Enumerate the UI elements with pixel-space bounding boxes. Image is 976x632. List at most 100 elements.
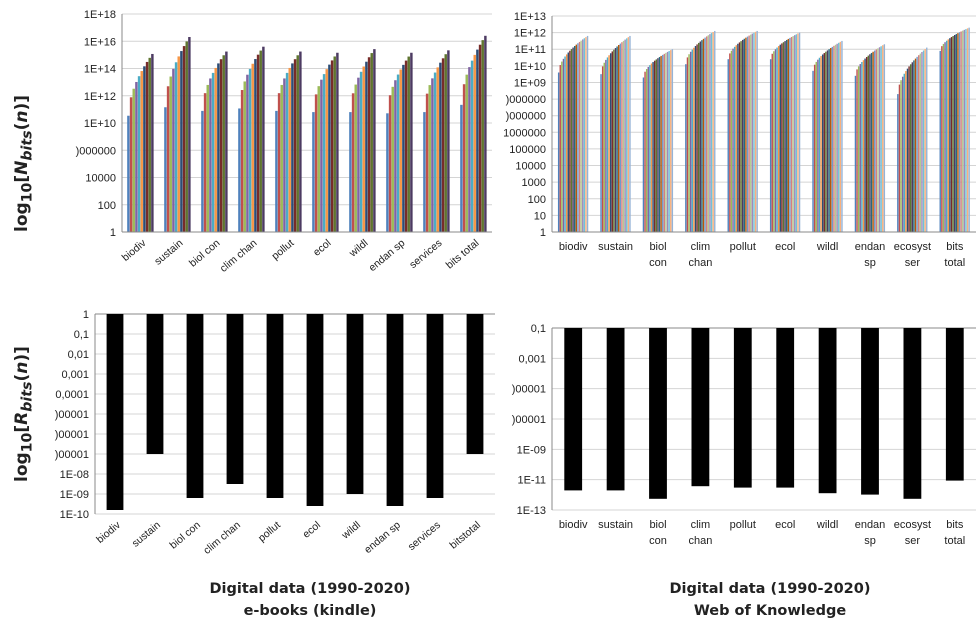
bar-ecosyst-ser <box>905 71 907 232</box>
bar-biol-con <box>655 59 657 232</box>
bar-ecosyst-ser <box>924 49 926 232</box>
y-tick-label: )00001 <box>512 414 546 426</box>
bar-sustain <box>182 46 186 233</box>
y-tick-label: 0,001 <box>518 353 546 365</box>
bar-bits-total <box>944 42 946 233</box>
bar-ecosyst-ser <box>921 52 923 232</box>
x-tick-label: biodiv <box>559 241 588 253</box>
bar-pollut <box>729 53 731 232</box>
bar-ecosyst-ser <box>908 66 910 232</box>
bar-wildl <box>370 53 373 232</box>
bar-biol-con <box>665 52 667 232</box>
bar-biol-con <box>668 51 670 232</box>
bar-biol-con <box>206 84 209 232</box>
y-tick-label: 1E+12 <box>84 91 116 103</box>
bar-pollut <box>285 72 289 232</box>
chart-kindle-ratio-svg: 1E-10 1E-09 1E-08)00001)00001)00001 0,0001 0… <box>55 309 495 557</box>
y-tick-label: )00001 <box>512 384 546 396</box>
bar-biol-con <box>652 62 654 232</box>
bar-endan-sp <box>404 60 408 233</box>
bar-endan-sp <box>861 62 863 233</box>
bar-biodiv <box>586 35 589 232</box>
bar-ecol <box>787 38 790 232</box>
bar-biodiv <box>559 65 561 233</box>
bar-pollut <box>266 314 284 498</box>
bar-biodiv <box>572 47 574 232</box>
bar-biol-con <box>660 55 662 232</box>
bar-sustain <box>185 41 188 233</box>
bar-services <box>428 85 431 233</box>
bar-biol-con <box>217 63 220 232</box>
bar-sustain <box>611 51 613 233</box>
bar-ecol <box>325 69 328 232</box>
bar-sustain <box>606 57 609 232</box>
bar-sustain <box>606 328 625 491</box>
bar-ecosyst-ser <box>926 47 928 232</box>
bar-sustain <box>603 62 605 232</box>
bar-bits-total <box>481 40 484 233</box>
bar-biol-con <box>209 78 212 232</box>
x-tick-label: clim chan <box>218 237 260 275</box>
x-tick-label: ecosyst <box>894 241 931 253</box>
bar-bits-total <box>941 46 943 233</box>
bar-wildl <box>815 61 817 232</box>
bar-pollut <box>275 110 278 232</box>
bar-wildl <box>821 54 824 232</box>
bar-ecosyst-ser <box>922 50 925 232</box>
bar-clim-chan <box>697 42 700 232</box>
y-tick-label: 1E+12 <box>514 28 546 40</box>
bar-biodiv <box>106 314 124 510</box>
y-axis-label-top: log10[Nbits(n)] <box>12 94 36 232</box>
x-tick-label: bits total <box>444 237 482 271</box>
bar-biol-con <box>663 53 666 233</box>
x-tick-label: endan sp <box>362 519 403 556</box>
bar-clim-chan <box>251 63 254 232</box>
bar-pollut <box>740 41 742 233</box>
y-tick-label: )000000 <box>506 111 546 123</box>
bar-wildl <box>841 40 843 232</box>
bar-wildl <box>346 314 364 494</box>
bar-biodiv <box>569 50 571 232</box>
y-tick-label: 1E+09 <box>514 77 546 89</box>
bar-bits-total <box>465 74 468 232</box>
x-tick-label: ecol <box>300 519 322 541</box>
bar-biol-con <box>211 72 215 232</box>
x-tick-label: pollut <box>269 237 296 262</box>
caption-kindle-line2: e-books (kindle) <box>243 603 377 619</box>
x-tick-label: endan sp <box>367 237 408 274</box>
bar-endan-sp <box>391 86 394 232</box>
bar-biodiv <box>583 38 586 233</box>
bar-endan-sp <box>880 46 882 232</box>
x-tick-label: endan <box>855 519 886 531</box>
bar-clim-chan <box>254 59 257 233</box>
y-tick-label: )00001 <box>55 449 89 461</box>
bar-clim-chan <box>243 81 246 232</box>
bar-wildl <box>828 49 830 232</box>
bar-endan-sp <box>407 56 410 233</box>
bar-wildl <box>833 45 835 233</box>
bar-biodiv <box>567 52 569 232</box>
bar-endan-sp <box>867 55 869 232</box>
y-tick-label: 1E-09 <box>60 489 89 501</box>
bar-sustain <box>627 37 630 232</box>
bar-pollut <box>299 51 302 232</box>
x-tick-label: wildl <box>346 237 370 260</box>
bar-pollut <box>756 30 758 233</box>
bar-wildl <box>354 84 357 232</box>
bar-ecol <box>771 53 773 232</box>
bar-services <box>436 67 439 232</box>
x-tick-label: total <box>944 257 965 269</box>
bar-pollut <box>751 33 754 233</box>
bar-biodiv <box>578 41 581 233</box>
bar-clim-chan <box>710 33 713 232</box>
bar-bits-total <box>950 37 953 232</box>
bar-ecol <box>795 34 798 232</box>
bar-clim-chan <box>699 41 702 232</box>
bar-wildl <box>817 59 819 233</box>
bar-biodiv <box>561 61 563 233</box>
bar-sustain <box>146 314 164 454</box>
bar-endan-sp <box>854 75 857 232</box>
bar-pollut <box>296 55 299 233</box>
bar-endan-sp <box>862 60 865 232</box>
y-tick-label: )000000 <box>506 94 546 106</box>
